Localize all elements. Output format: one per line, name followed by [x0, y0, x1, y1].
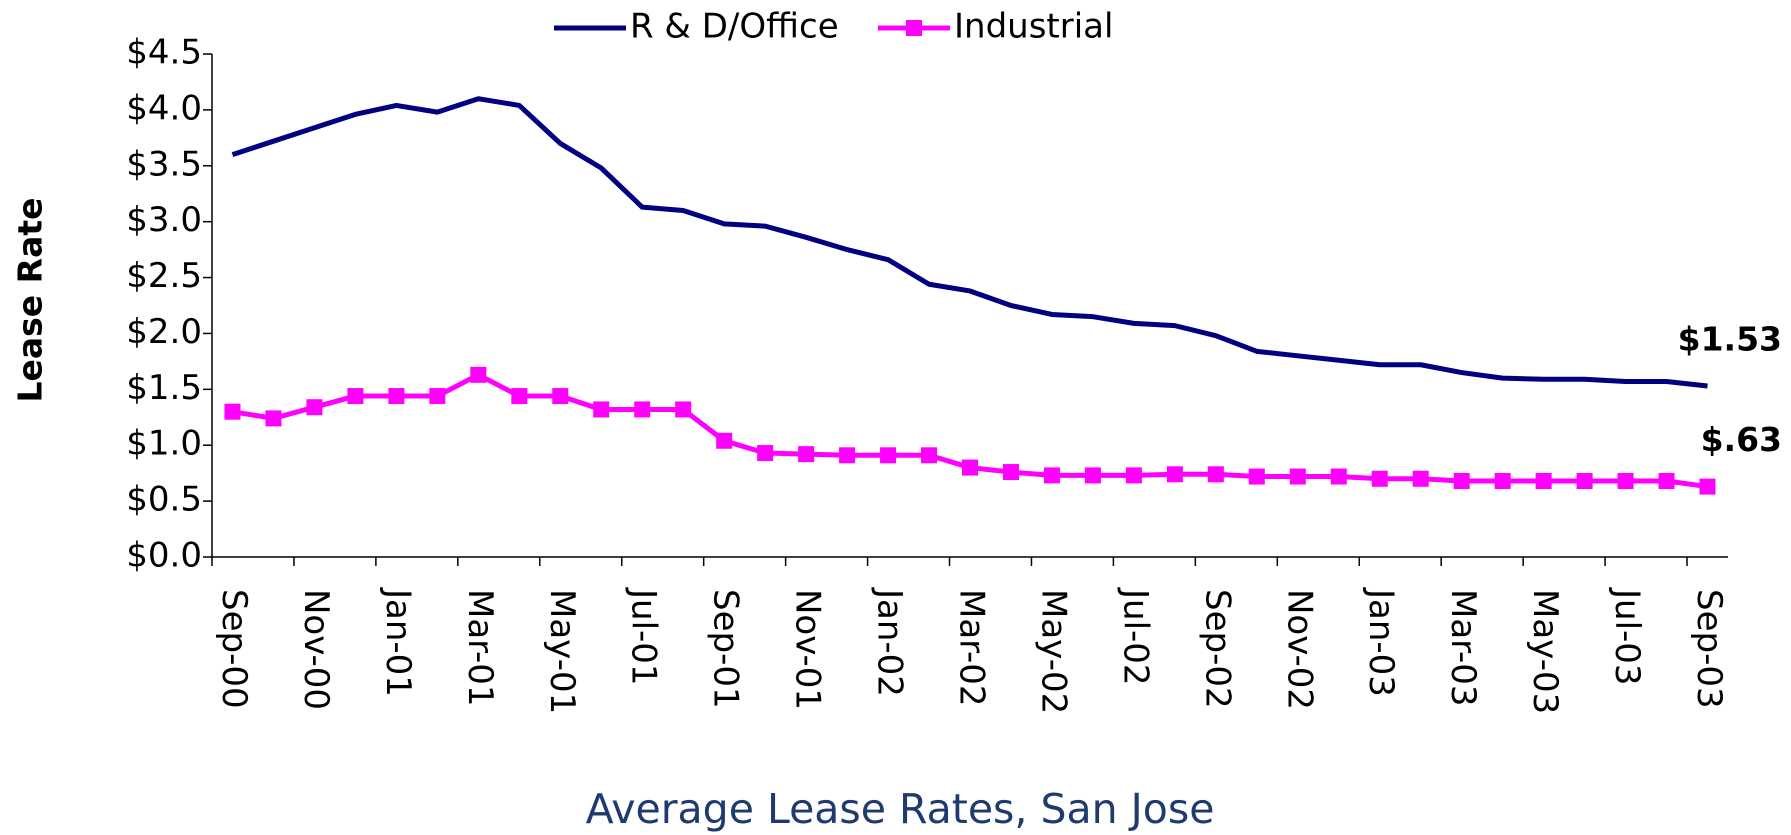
marker	[1658, 472, 1675, 489]
y-tick-label: $2.0	[126, 312, 202, 352]
marker	[1248, 468, 1265, 485]
marker	[1371, 470, 1388, 487]
legend-marker	[906, 20, 922, 36]
marker	[511, 388, 528, 405]
marker	[1412, 470, 1429, 487]
series-line	[231, 96, 1708, 389]
marker	[1002, 464, 1019, 481]
x-tick-label: Sep-02	[1197, 589, 1237, 709]
x-tick-label: Sep-01	[706, 589, 746, 709]
marker	[552, 388, 569, 405]
x-tick-label: Sep-00	[214, 589, 254, 709]
y-tick-label: $4.0	[126, 88, 202, 128]
marker	[757, 445, 774, 462]
marker	[716, 432, 733, 449]
y-tick-label: $1.5	[126, 368, 202, 408]
x-tick-label: Nov-02	[1279, 589, 1319, 710]
marker	[921, 447, 938, 464]
y-tick-label: $1.0	[126, 424, 202, 464]
marker	[224, 403, 241, 420]
marker	[1289, 468, 1306, 485]
x-tick-label: Mar-03	[1443, 589, 1483, 707]
x-tick-label: Nov-01	[788, 589, 828, 710]
x-tick-label: May-01	[542, 589, 582, 714]
y-tick-label: $0.5	[126, 480, 202, 520]
marker	[265, 410, 282, 427]
x-tick-label: Sep-03	[1689, 589, 1729, 709]
marker	[1535, 472, 1552, 489]
x-tick-label: Jul-02	[1115, 587, 1155, 686]
legend-label: R & D/Office	[630, 7, 839, 47]
marker	[1166, 466, 1183, 483]
marker	[1617, 472, 1634, 489]
marker	[839, 447, 856, 464]
x-tick-label: Jan-03	[1361, 587, 1401, 697]
marker	[306, 399, 323, 416]
y-tick-label: $3.0	[126, 200, 202, 240]
marker	[1043, 467, 1060, 484]
y-axis-label: Lease Rate	[11, 197, 50, 402]
data-label: $1.53	[1678, 319, 1782, 358]
x-tick-label: Jan-02	[870, 587, 910, 697]
marker	[1330, 468, 1347, 485]
marker	[1125, 467, 1142, 484]
legend-label: Industrial	[954, 7, 1113, 47]
data-label: $.63	[1701, 420, 1782, 459]
y-tick-label: $4.5	[126, 33, 202, 73]
marker	[1207, 466, 1224, 483]
marker	[962, 459, 978, 476]
marker	[1084, 467, 1101, 484]
x-tick-label: Jul-03	[1607, 587, 1647, 686]
x-tick-label: May-03	[1525, 589, 1565, 714]
marker	[347, 388, 364, 405]
marker	[388, 388, 405, 405]
marker	[1699, 478, 1716, 495]
marker	[1576, 472, 1593, 489]
marker	[880, 447, 897, 464]
marker	[1453, 472, 1470, 489]
x-tick-label: May-02	[1033, 589, 1073, 714]
marker	[675, 401, 692, 418]
marker	[634, 401, 651, 418]
x-tick-label: Mar-02	[952, 589, 992, 707]
y-tick-label: $2.5	[126, 256, 202, 296]
x-tick-label: Jan-01	[378, 587, 418, 697]
marker	[593, 401, 610, 418]
marker	[1494, 472, 1511, 489]
x-tick-label: Nov-00	[296, 589, 336, 710]
x-tick-label: Jul-01	[624, 587, 664, 686]
y-tick-label: $3.5	[126, 144, 202, 184]
marker	[429, 388, 446, 405]
y-tick-label: $0.0	[126, 536, 202, 576]
marker	[798, 446, 815, 463]
chart-title: Average Lease Rates, San Jose	[586, 785, 1215, 833]
marker	[470, 366, 487, 383]
x-tick-label: Mar-01	[460, 589, 500, 707]
